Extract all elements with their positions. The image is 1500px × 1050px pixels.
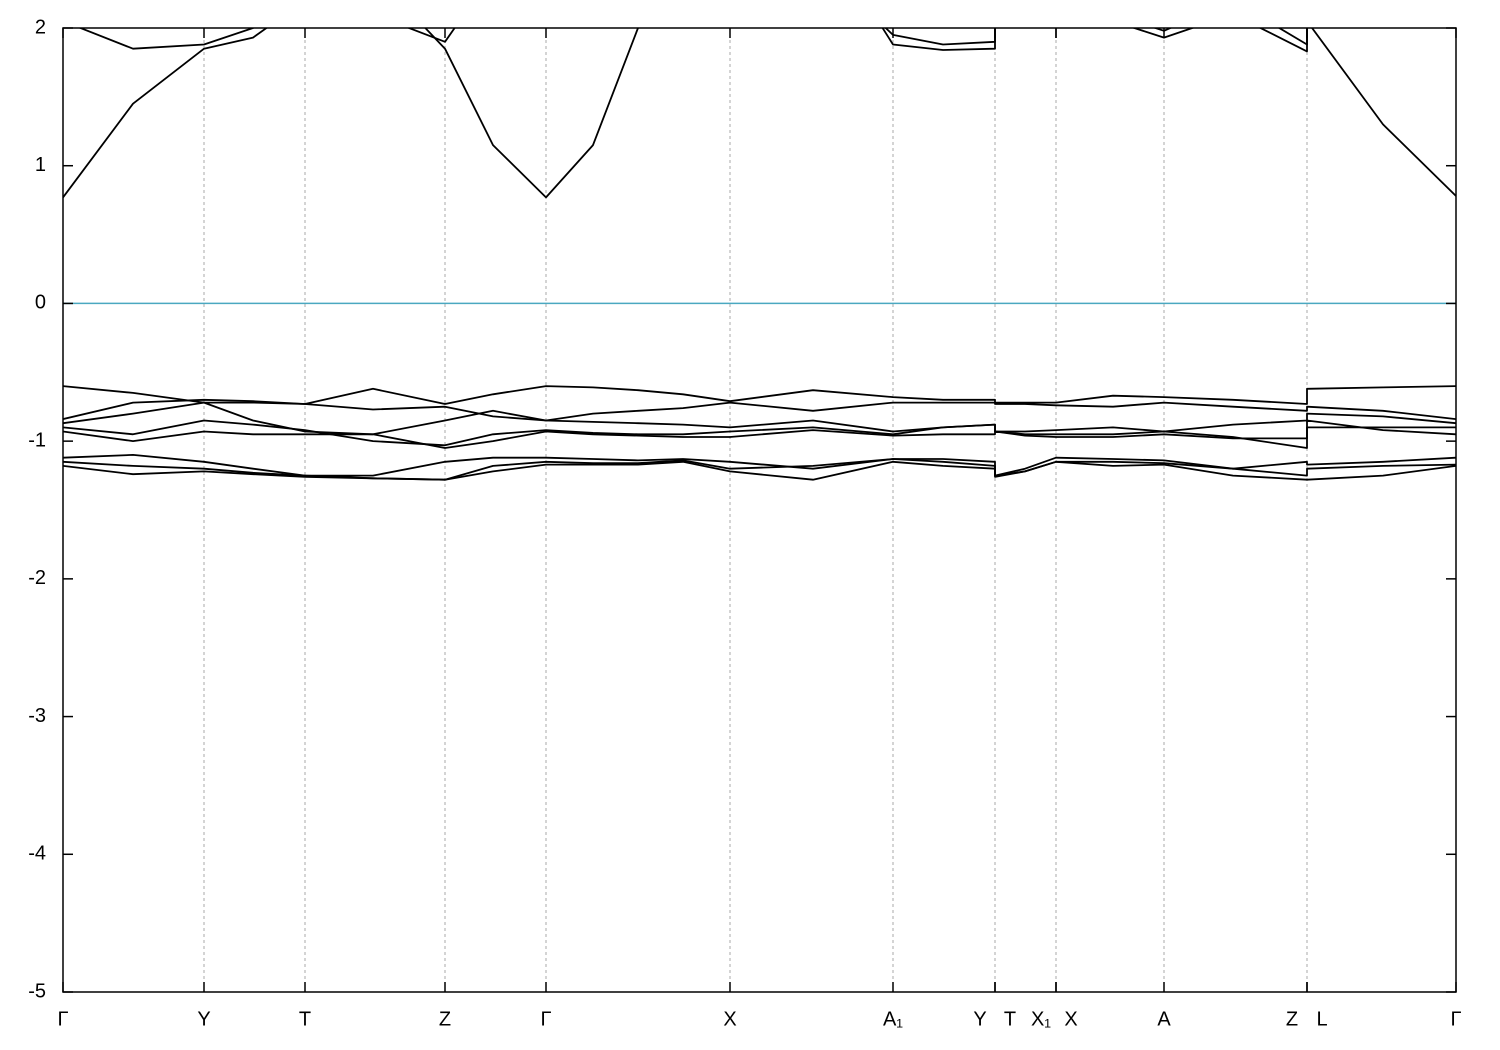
y-tick-label: -1 — [28, 429, 46, 451]
y-tick-label: -4 — [28, 843, 46, 865]
x-tick-label: Y — [197, 1008, 210, 1030]
grid — [62, 28, 1457, 992]
x-tick-label: Γ — [1450, 1008, 1461, 1030]
band-line — [63, 398, 1456, 422]
band-line — [63, 28, 1456, 199]
x-tick-label: Γ — [540, 1008, 551, 1030]
x-tick-label: T — [299, 1008, 311, 1030]
band-line — [63, 419, 1456, 449]
x-tick-label: T — [1004, 1008, 1016, 1030]
y-tick-label: -3 — [28, 705, 46, 727]
x-tick-label: A — [1157, 1008, 1171, 1030]
y-tick-label: 2 — [35, 16, 46, 38]
x-tick-label: X₁ — [1031, 1008, 1051, 1030]
x-tick-label: Z — [439, 1008, 451, 1030]
y-tick-label: -2 — [28, 567, 46, 589]
band-line — [63, 460, 1456, 481]
x-tick-label: A₁ — [883, 1008, 903, 1030]
x-tick-label: X — [723, 1008, 736, 1030]
band-line — [63, 385, 1456, 405]
x-tick-label: Γ — [57, 1008, 68, 1030]
x-tick-label: Y — [973, 1008, 986, 1030]
plot-area — [63, 28, 1456, 481]
plot-frame — [62, 27, 1457, 993]
x-tick-label: X — [1064, 1008, 1077, 1030]
x-tick-label: Z — [1286, 1008, 1298, 1030]
band-line — [63, 401, 1456, 436]
y-tick-label: 0 — [35, 292, 46, 314]
y-tick-label: -5 — [28, 980, 46, 1002]
band-line — [63, 454, 1456, 477]
y-tick-label: 1 — [35, 154, 46, 176]
x-tick-label: L — [1316, 1008, 1327, 1030]
band-line — [78, 28, 1308, 50]
